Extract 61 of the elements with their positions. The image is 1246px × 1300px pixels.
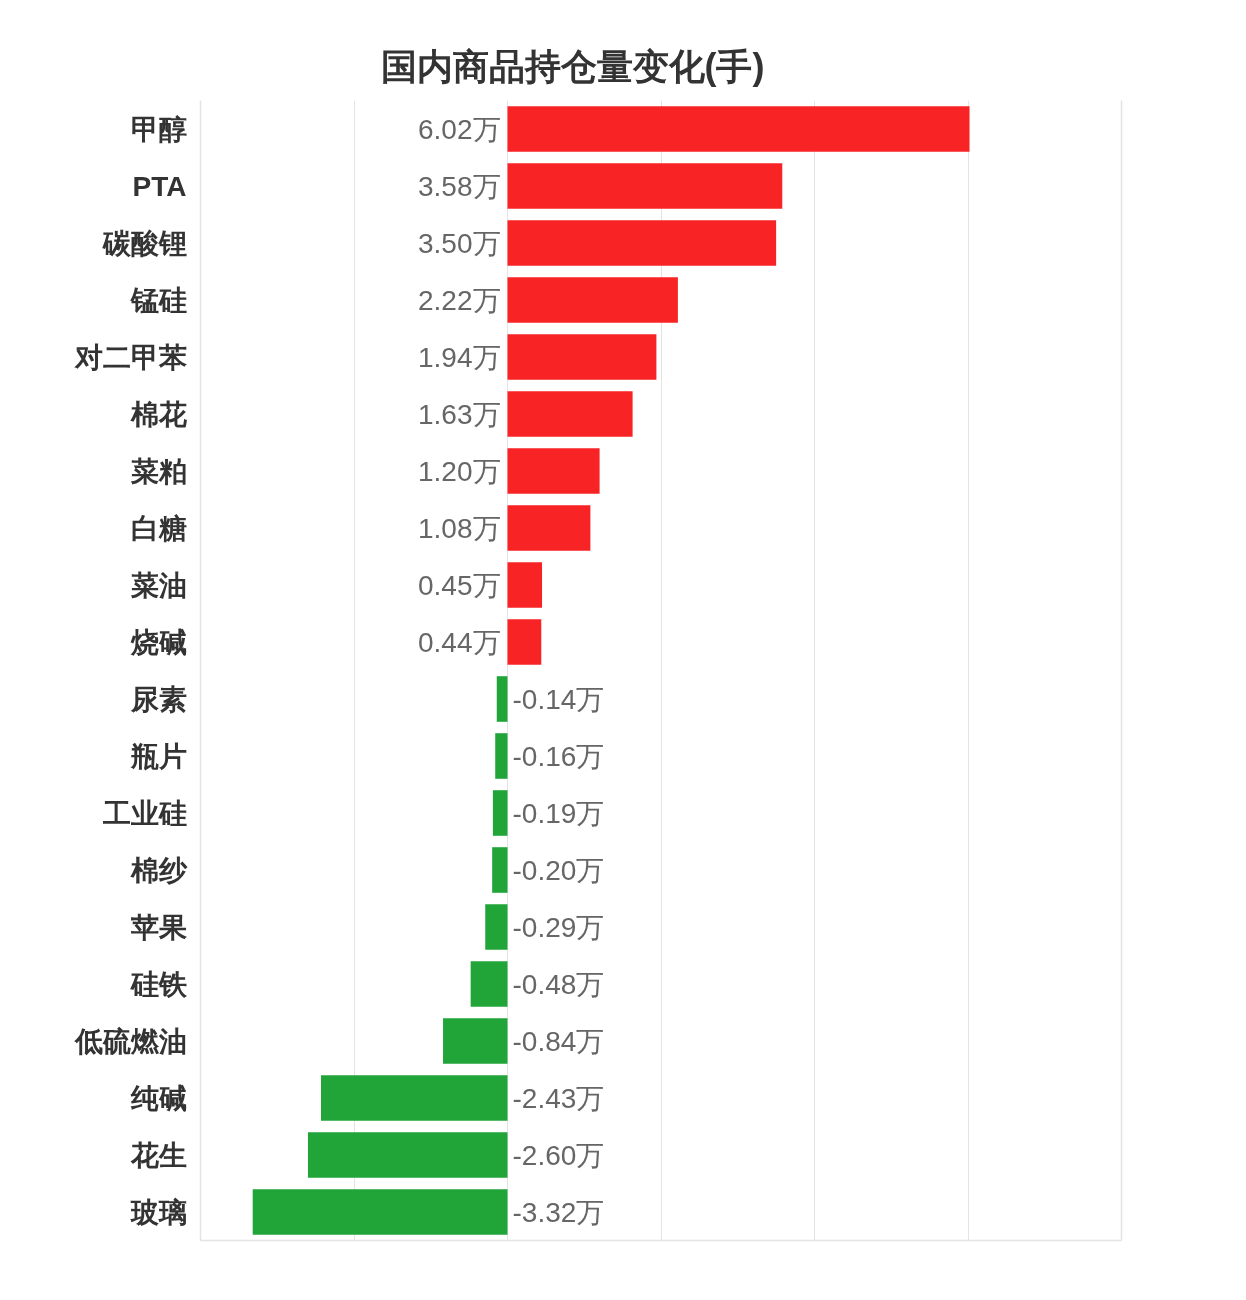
- bar: [470, 961, 508, 1007]
- data-label: 2.22万: [418, 284, 501, 316]
- bar: [485, 904, 508, 950]
- data-label: 0.44万: [418, 626, 501, 658]
- bar: [307, 1132, 508, 1178]
- bar: [507, 106, 970, 152]
- bar: [443, 1018, 508, 1064]
- data-label: -2.43万: [512, 1082, 605, 1114]
- bar: [492, 790, 508, 836]
- data-label: -2.60万: [512, 1139, 605, 1171]
- bar: [507, 619, 542, 665]
- bar: [507, 334, 657, 380]
- bar: [507, 220, 777, 266]
- bar: [492, 847, 508, 893]
- y-tick-label: 硅铁: [129, 968, 188, 1000]
- y-tick-label: 尿素: [129, 683, 187, 715]
- y-tick-label: 工业硅: [101, 797, 187, 829]
- y-tick-label: 烧碱: [129, 626, 187, 658]
- y-tick-label: 苹果: [129, 911, 187, 943]
- data-label: 0.45万: [418, 569, 501, 601]
- y-tick-label: 白糖: [130, 512, 187, 544]
- y-tick-label: 纯碱: [129, 1082, 187, 1114]
- bar: [507, 391, 633, 437]
- bar: [495, 733, 508, 779]
- data-label: -0.29万: [512, 911, 605, 943]
- data-label: -3.32万: [512, 1196, 605, 1228]
- bar: [496, 676, 508, 722]
- y-tick-label: 棉纱: [129, 854, 188, 886]
- y-tick-label: 棉花: [129, 398, 187, 430]
- chart-title: 国内商品持仓量变化(手): [380, 45, 765, 87]
- y-tick-label: 菜粕: [129, 455, 187, 487]
- y-tick-label: 花生: [129, 1139, 187, 1171]
- y-tick-label: 锰硅: [129, 284, 187, 316]
- data-label: -0.14万: [512, 683, 605, 715]
- y-tick-label: 甲醇: [130, 113, 187, 145]
- y-tick-label: PTA: [132, 170, 187, 202]
- y-tick-label: 瓶片: [129, 740, 187, 772]
- bar: [507, 448, 600, 494]
- data-label: -0.16万: [512, 740, 605, 772]
- data-label: 1.94万: [418, 341, 501, 373]
- data-label: 1.63万: [418, 398, 501, 430]
- y-tick-label: 低硫燃油: [73, 1025, 187, 1057]
- data-label: 6.02万: [418, 113, 501, 145]
- data-label: 3.58万: [418, 170, 501, 202]
- bar: [507, 562, 543, 608]
- data-label: 1.08万: [418, 512, 501, 544]
- y-tick-label: 碳酸锂: [101, 227, 187, 259]
- y-tick-label: 菜油: [129, 569, 187, 601]
- data-label: 1.20万: [418, 455, 501, 487]
- y-tick-label: 玻璃: [129, 1196, 187, 1228]
- bar: [507, 505, 591, 551]
- data-label: -0.19万: [512, 797, 605, 829]
- bar: [321, 1075, 508, 1121]
- data-label: -0.20万: [512, 854, 605, 886]
- bar: [507, 163, 783, 209]
- bar: [252, 1189, 508, 1235]
- data-label: -0.48万: [512, 968, 605, 1000]
- bar: [507, 277, 678, 323]
- data-label: 3.50万: [418, 227, 501, 259]
- y-tick-label: 对二甲苯: [73, 341, 187, 373]
- data-label: -0.84万: [512, 1025, 605, 1057]
